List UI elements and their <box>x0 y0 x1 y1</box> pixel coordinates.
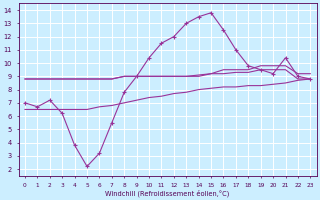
X-axis label: Windchill (Refroidissement éolien,°C): Windchill (Refroidissement éolien,°C) <box>106 189 230 197</box>
